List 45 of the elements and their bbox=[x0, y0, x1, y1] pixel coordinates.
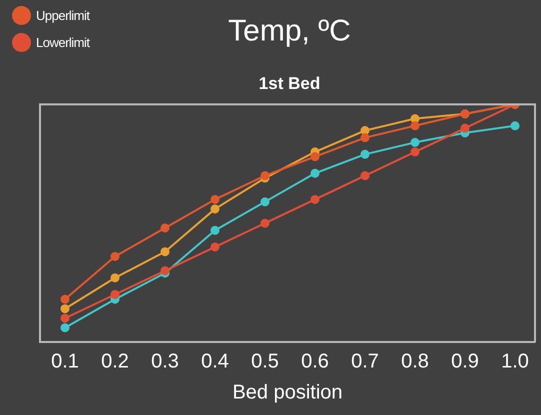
point bbox=[160, 266, 170, 276]
point bbox=[360, 126, 370, 136]
x-tick-label: 0.5 bbox=[251, 350, 279, 373]
point bbox=[110, 252, 120, 261]
point bbox=[60, 304, 70, 314]
point bbox=[360, 150, 370, 159]
point bbox=[310, 152, 320, 162]
point bbox=[60, 323, 70, 332]
point bbox=[460, 124, 470, 133]
x-axis-title: Bed position bbox=[232, 382, 343, 404]
point bbox=[310, 194, 320, 204]
legend-label: Upperlimit bbox=[36, 8, 90, 23]
legend-label: Lowerlimit bbox=[36, 35, 90, 50]
point bbox=[310, 168, 320, 178]
chart-title: Temp, ºC bbox=[228, 14, 351, 48]
point bbox=[160, 223, 170, 232]
x-tick-label: 0.8 bbox=[401, 350, 429, 373]
x-tick-label: 0.9 bbox=[451, 350, 479, 373]
point bbox=[360, 171, 370, 180]
point bbox=[60, 314, 70, 323]
point bbox=[210, 242, 220, 252]
x-tick-label: 0.2 bbox=[101, 350, 129, 373]
point bbox=[410, 121, 420, 130]
point bbox=[360, 133, 370, 142]
point bbox=[210, 204, 220, 214]
chart-subtitle: 1st Bed bbox=[258, 74, 320, 93]
point bbox=[260, 171, 270, 180]
point bbox=[410, 147, 420, 156]
x-tick-label: 1.0 bbox=[501, 350, 529, 373]
point bbox=[210, 226, 220, 235]
point bbox=[510, 121, 520, 130]
point bbox=[210, 194, 220, 204]
x-tick-label: 0.6 bbox=[301, 350, 329, 373]
x-tick-label: 0.1 bbox=[51, 350, 79, 373]
x-tick-label: 0.4 bbox=[201, 350, 229, 373]
point bbox=[260, 197, 270, 206]
point bbox=[410, 138, 420, 147]
point bbox=[110, 273, 120, 282]
point bbox=[110, 290, 120, 299]
point bbox=[60, 294, 70, 304]
x-tick-label: 0.7 bbox=[351, 350, 379, 373]
point bbox=[160, 247, 170, 256]
x-tick-label: 0.3 bbox=[151, 350, 179, 373]
point bbox=[260, 218, 270, 228]
point bbox=[410, 114, 420, 124]
